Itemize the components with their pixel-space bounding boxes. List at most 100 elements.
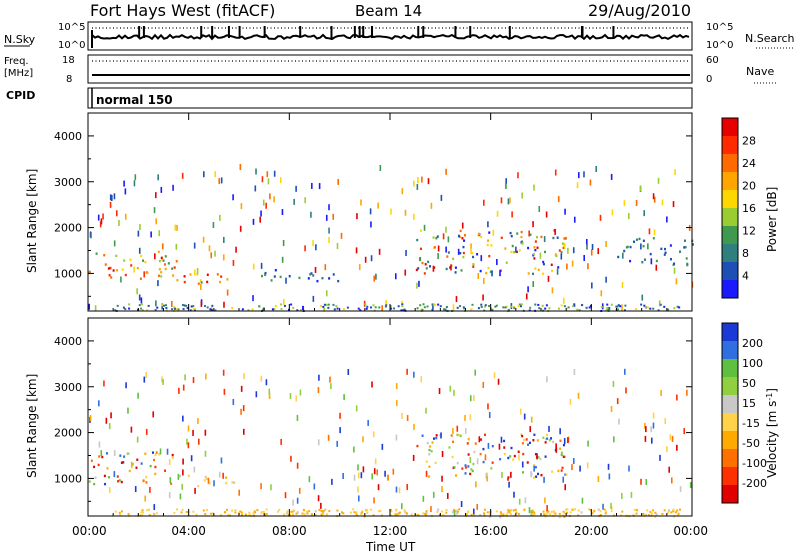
data-cell [547, 510, 550, 513]
data-cell [103, 474, 106, 478]
data-cell [655, 259, 658, 263]
data-cell [143, 271, 146, 278]
data-cell [528, 230, 530, 237]
data-cell [577, 514, 580, 517]
data-cell [103, 253, 106, 257]
data-cell [357, 486, 359, 493]
data-cell [512, 305, 515, 308]
data-cell [473, 514, 476, 517]
data-cell [580, 511, 583, 514]
data-cell [578, 309, 581, 312]
data-cell [396, 400, 398, 407]
data-cell [666, 446, 668, 453]
data-cell [317, 387, 320, 394]
data-cell [110, 276, 113, 279]
data-cell [677, 512, 680, 515]
data-cell [445, 267, 448, 271]
data-cell [119, 454, 122, 457]
freq-label-line1: Freq. [4, 56, 29, 67]
data-cell [541, 304, 544, 307]
data-cell [529, 233, 532, 236]
data-cell [652, 412, 655, 419]
data-cell [148, 508, 151, 511]
data-cell [394, 273, 397, 280]
nsky-label: N.Sky [4, 33, 36, 46]
data-cell [448, 446, 451, 449]
data-cell [355, 405, 358, 412]
data-cell [673, 307, 676, 310]
data-cell [449, 385, 452, 392]
data-cell [158, 230, 161, 237]
data-cell [157, 274, 160, 277]
data-cell [617, 255, 620, 259]
data-cell [503, 446, 506, 449]
data-cell [463, 234, 466, 237]
data-cell [576, 308, 579, 311]
data-cell [116, 304, 119, 307]
data-cell [327, 303, 330, 306]
data-cell [548, 425, 550, 432]
data-cell [314, 510, 317, 513]
data-cell [471, 303, 474, 306]
data-cell [518, 454, 520, 461]
data-cell [560, 453, 563, 457]
data-cell [295, 185, 297, 192]
data-cell [657, 177, 660, 184]
data-cell [521, 240, 524, 243]
data-cell [459, 251, 462, 255]
data-cell [153, 207, 156, 214]
data-cell [607, 308, 610, 311]
data-cell [472, 462, 475, 466]
data-cell [238, 489, 240, 496]
data-cell [526, 461, 529, 464]
data-cell [415, 268, 418, 272]
data-cell [422, 495, 425, 502]
data-cell [437, 245, 440, 252]
data-cell [676, 394, 678, 401]
data-cell [153, 458, 156, 462]
data-cell [543, 476, 545, 483]
data-cell [691, 243, 694, 246]
data-cell [273, 196, 275, 203]
data-cell [145, 475, 148, 479]
data-cell [635, 512, 638, 515]
data-cell [650, 258, 653, 265]
data-cell [544, 455, 547, 458]
data-cell [105, 417, 108, 424]
colorbar-segment [722, 341, 738, 360]
data-cell [113, 471, 116, 478]
data-cell [339, 427, 341, 434]
data-cell [219, 214, 221, 221]
data-cell [244, 513, 247, 516]
data-cell [498, 443, 501, 450]
data-cell [397, 305, 400, 308]
data-cell [304, 245, 306, 252]
data-cell [154, 465, 157, 469]
data-cell [375, 273, 377, 280]
data-cell [141, 514, 144, 517]
data-cell [136, 288, 138, 295]
data-cell [502, 513, 505, 516]
colorbar-segment [722, 226, 738, 245]
x-tick-label: 00:00 [673, 524, 708, 538]
data-cell [517, 512, 520, 515]
data-cell [640, 303, 643, 306]
data-cell [595, 166, 598, 173]
power-colorbar-label: Power [dB] [765, 187, 779, 252]
data-cell [406, 368, 408, 375]
data-cell [320, 304, 323, 307]
data-cell [416, 183, 419, 190]
data-cell [647, 514, 650, 517]
nsky-strip: N.Sky 10^5 10^0 10^5 10^0 N.Search [4, 21, 795, 51]
data-cell [543, 236, 546, 243]
data-cell [646, 306, 649, 309]
data-cell [430, 202, 433, 209]
data-cell [342, 308, 345, 311]
data-cell [332, 303, 335, 306]
data-cell [292, 306, 295, 309]
colorbar-tick-label: 15 [742, 397, 756, 410]
data-cell [628, 465, 630, 472]
data-cell [164, 469, 167, 472]
data-cell [389, 305, 392, 308]
data-cell [670, 477, 673, 484]
